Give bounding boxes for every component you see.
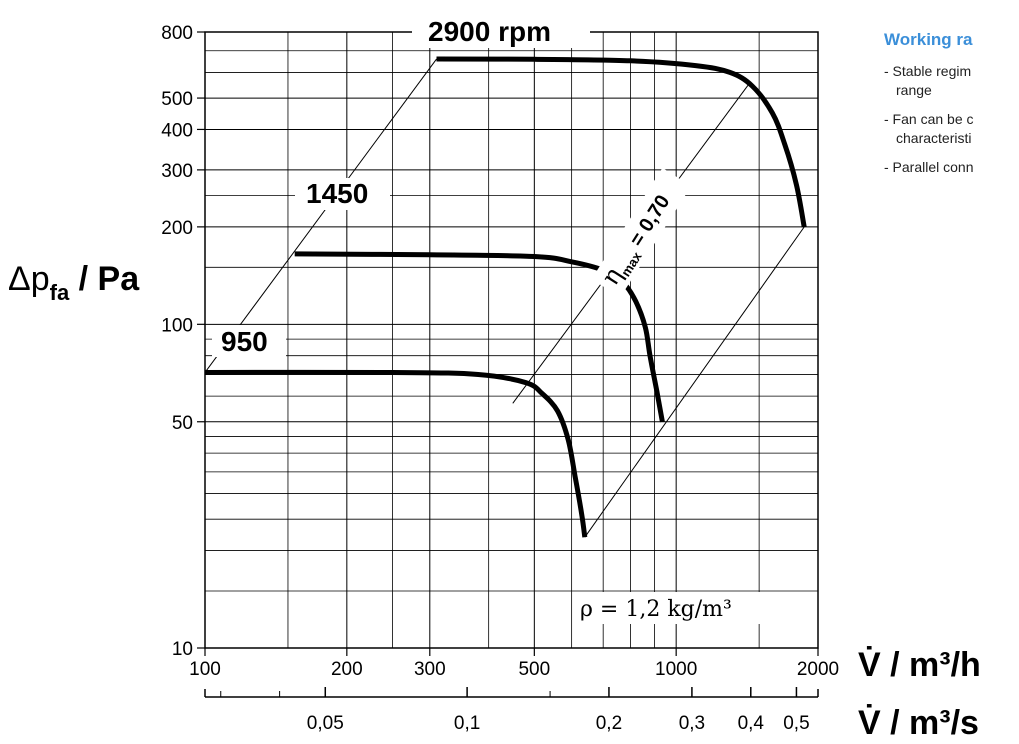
x-tick-label: 100	[189, 659, 221, 680]
x2-tick-label: 0,05	[307, 713, 344, 734]
density-label: ρ = 1,2 kg/m³	[580, 597, 732, 622]
x-tick-label: 2000	[797, 659, 839, 680]
y-axis-title: Δpfa / Pa	[8, 260, 140, 305]
svg-text:ηmax = 0,70: ηmax = 0,70	[596, 188, 678, 292]
x2-tick-label: 0,4	[738, 713, 765, 734]
guide-line	[584, 226, 805, 538]
x-tick-labels: 100 200 300 500 1000 2000	[189, 659, 839, 680]
y-tick-labels: 10 50 100 200 300 400 500 800	[161, 23, 193, 660]
x-tick-label: 200	[331, 659, 363, 680]
guide-line	[204, 58, 437, 373]
label-950-bg	[212, 325, 286, 357]
y-tick-label: 50	[172, 413, 193, 434]
series-label-1450: 1450	[306, 178, 368, 209]
side-panel-title: Working ra	[884, 30, 973, 49]
x-tick-label: 1000	[655, 659, 697, 680]
y-tick-label: 200	[161, 218, 193, 239]
plot-frame	[204, 31, 819, 649]
eta-max-label: ηmax = 0,70	[591, 167, 692, 298]
x2-tick-label: 0,5	[783, 713, 809, 734]
x-tick-label: 300	[414, 659, 446, 680]
label-1450-bg	[295, 178, 390, 210]
note-fan-characteristic: - Fan can be c characteristi	[884, 111, 974, 146]
grid-major	[197, 31, 819, 656]
note-parallel-connection: - Parallel conn	[884, 159, 974, 175]
note-stable-regime: - Stable regim range	[884, 63, 972, 98]
y-tick-label: 400	[161, 120, 193, 141]
guide-lines	[204, 58, 805, 538]
x2-tick-label: 0,2	[596, 713, 622, 734]
fan-curve-950	[204, 369, 588, 538]
x2-tick-label: 0,3	[679, 713, 705, 734]
y-tick-label: 100	[161, 315, 193, 336]
label-2900-bg	[412, 18, 590, 48]
fan-curve-2900	[436, 56, 807, 228]
rho-label-bg	[573, 592, 761, 624]
x2-axis-title: V̇ / m³/s	[858, 704, 979, 742]
x2-tick-label: 0,1	[454, 713, 480, 734]
series-label-950: 950	[221, 326, 268, 357]
series-label-2900: 2900 rpm	[428, 16, 551, 47]
y-tick-label: 800	[161, 23, 193, 44]
y-tick-label: 10	[172, 639, 193, 660]
y-tick-label: 300	[161, 161, 193, 182]
secondary-x-axis: 0,05 0,1 0,2 0,3 0,4 0,5	[204, 687, 819, 734]
x-axis-title: V̇ / m³/h	[858, 646, 981, 684]
grid-minor	[205, 32, 818, 648]
side-panel: Working ra - Stable regim range - Fan ca…	[884, 30, 1019, 187]
y-tick-label: 500	[161, 89, 193, 110]
x-tick-label: 500	[518, 659, 550, 680]
